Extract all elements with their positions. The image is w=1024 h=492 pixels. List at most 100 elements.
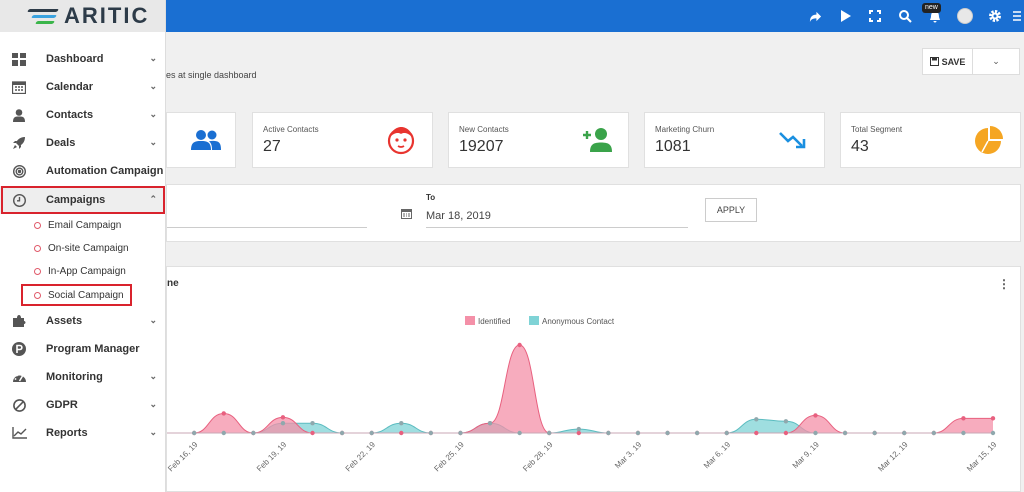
chevron-down-icon: ⌄: [149, 427, 157, 437]
x-tick-label: Mar 15, 19: [965, 440, 999, 474]
notifications-icon[interactable]: new: [920, 0, 950, 32]
data-point: [221, 411, 226, 416]
circle-icon: [34, 267, 41, 275]
sidebar-subitem-label: Social Campaign: [48, 289, 124, 301]
save-label: SAVE: [941, 56, 966, 67]
sidebar-item-monitoring[interactable]: Monitoring ⌄: [0, 363, 166, 391]
sidebar-item-gdpr[interactable]: GDPR ⌄: [0, 391, 166, 419]
circle-icon: [34, 221, 41, 229]
card-label: Active Contacts: [263, 125, 319, 134]
fullscreen-icon[interactable]: [860, 0, 890, 32]
play-icon[interactable]: [830, 0, 860, 32]
calendar-icon[interactable]: [401, 208, 412, 219]
data-point: [635, 430, 641, 436]
sidebar-item-campaigns[interactable]: Campaigns ⌃: [0, 186, 166, 214]
sidebar-item-program-manager[interactable]: Program Manager: [0, 335, 166, 363]
x-tick-label: Mar 12, 19: [876, 440, 910, 474]
sidebar: ARITIC Dashboard ⌄ Calendar ⌄ Contacts ⌄…: [0, 0, 166, 492]
share-icon[interactable]: [800, 0, 830, 32]
chevron-down-icon: ⌄: [149, 137, 157, 147]
card-value: 19207: [459, 138, 504, 155]
social-campaign-highlight: [21, 284, 132, 306]
calendar-icon: [11, 79, 27, 95]
data-point: [191, 430, 197, 436]
data-point: [961, 416, 966, 421]
sidebar-item-assets[interactable]: Assets ⌄: [0, 307, 166, 335]
apply-button[interactable]: APPLY: [705, 198, 757, 222]
sidebar-subitem-label: In-App Campaign: [48, 265, 126, 277]
user-avatar[interactable]: [950, 0, 980, 32]
data-point: [872, 430, 877, 436]
data-point: [399, 421, 404, 426]
x-tick-label: Mar 6, 19: [702, 440, 733, 471]
data-point: [310, 421, 315, 426]
sidebar-item-label: Monitoring: [46, 371, 103, 383]
data-point: [517, 430, 522, 436]
data-point: [458, 430, 463, 436]
circle-icon: [34, 244, 41, 252]
sidebar-item-label: Contacts: [46, 109, 94, 121]
menu-icon[interactable]: [1010, 0, 1024, 32]
stat-card-active-contacts: Active Contacts 27: [252, 112, 433, 168]
chevron-down-icon: ⌄: [149, 399, 157, 409]
to-date-input[interactable]: Mar 18, 2019: [426, 210, 491, 222]
data-point: [339, 430, 345, 436]
sidebar-item-reports[interactable]: Reports ⌄: [0, 419, 166, 447]
new-badge: new: [922, 3, 941, 13]
chevron-down-icon: ⌄: [149, 109, 157, 119]
data-point: [931, 430, 937, 436]
logo[interactable]: ARITIC: [0, 0, 165, 32]
rocket-icon: [11, 135, 27, 151]
sidebar-subitem-onsite-campaign[interactable]: On-site Campaign: [0, 237, 166, 259]
sidebar-item-label: Assets: [46, 315, 83, 327]
chevron-down-icon: ⌄: [149, 81, 157, 91]
data-point: [902, 430, 907, 436]
sidebar-subitem-social-campaign[interactable]: Social Campaign: [0, 284, 166, 306]
pie-icon: [975, 126, 1003, 154]
more-options-icon[interactable]: ⋮: [998, 277, 1010, 291]
person-icon: [11, 107, 27, 123]
area-chart: Identified Anonymous Contact Feb 16, 19 Feb…: [167, 316, 999, 474]
chart-panel: ne ⋮ Identified Anonymous Contact Feb 16, …: [166, 266, 1021, 492]
data-point: [694, 430, 700, 436]
card-value: 43: [851, 138, 869, 155]
clock-icon: [11, 192, 27, 208]
data-point: [606, 430, 611, 436]
sidebar-item-deals[interactable]: Deals ⌄: [0, 129, 166, 157]
circle-icon: [34, 291, 41, 299]
data-point: [547, 430, 552, 436]
sidebar-subitem-label: On-site Campaign: [48, 242, 129, 254]
sidebar-item-calendar[interactable]: Calendar ⌄: [0, 73, 166, 101]
users-icon: [191, 130, 221, 150]
dashboard-icon: [11, 51, 27, 67]
to-date-label: To: [426, 193, 436, 202]
top-icons: new: [800, 0, 1024, 32]
card-label: New Contacts: [459, 125, 509, 134]
chart-legend: Identified Anonymous Contact: [465, 316, 615, 326]
data-point: [665, 430, 670, 436]
face-icon: [387, 127, 415, 155]
sidebar-subitem-email-campaign[interactable]: Email Campaign: [0, 214, 166, 236]
from-date-field[interactable]: [167, 227, 367, 228]
stat-card-new-contacts: New Contacts 19207: [448, 112, 629, 168]
data-point: [280, 421, 286, 426]
data-point: [754, 417, 759, 422]
data-point: [783, 419, 789, 424]
sidebar-subitem-inapp-campaign[interactable]: In-App Campaign: [0, 260, 166, 282]
date-filter-panel: To Mar 18, 2019 APPLY: [166, 184, 1021, 242]
x-tick-label: Feb 22, 19: [344, 440, 378, 474]
chart-title: ne: [167, 278, 179, 289]
gear-icon[interactable]: [980, 0, 1010, 32]
data-point: [990, 430, 996, 436]
search-icon[interactable]: [890, 0, 920, 32]
sidebar-item-dashboard[interactable]: Dashboard ⌄: [0, 45, 166, 73]
save-button[interactable]: SAVE: [923, 49, 973, 74]
data-point: [961, 430, 966, 436]
x-tick-label: Feb 16, 19: [167, 440, 200, 474]
data-point: [251, 430, 256, 436]
sidebar-item-automation-campaign[interactable]: Automation Campaign: [0, 157, 166, 185]
x-tick-label: Mar 3, 19: [613, 440, 644, 471]
data-point: [310, 430, 315, 436]
sidebar-item-contacts[interactable]: Contacts ⌄: [0, 101, 166, 129]
save-dropdown-button[interactable]: ⌄: [992, 56, 1000, 66]
